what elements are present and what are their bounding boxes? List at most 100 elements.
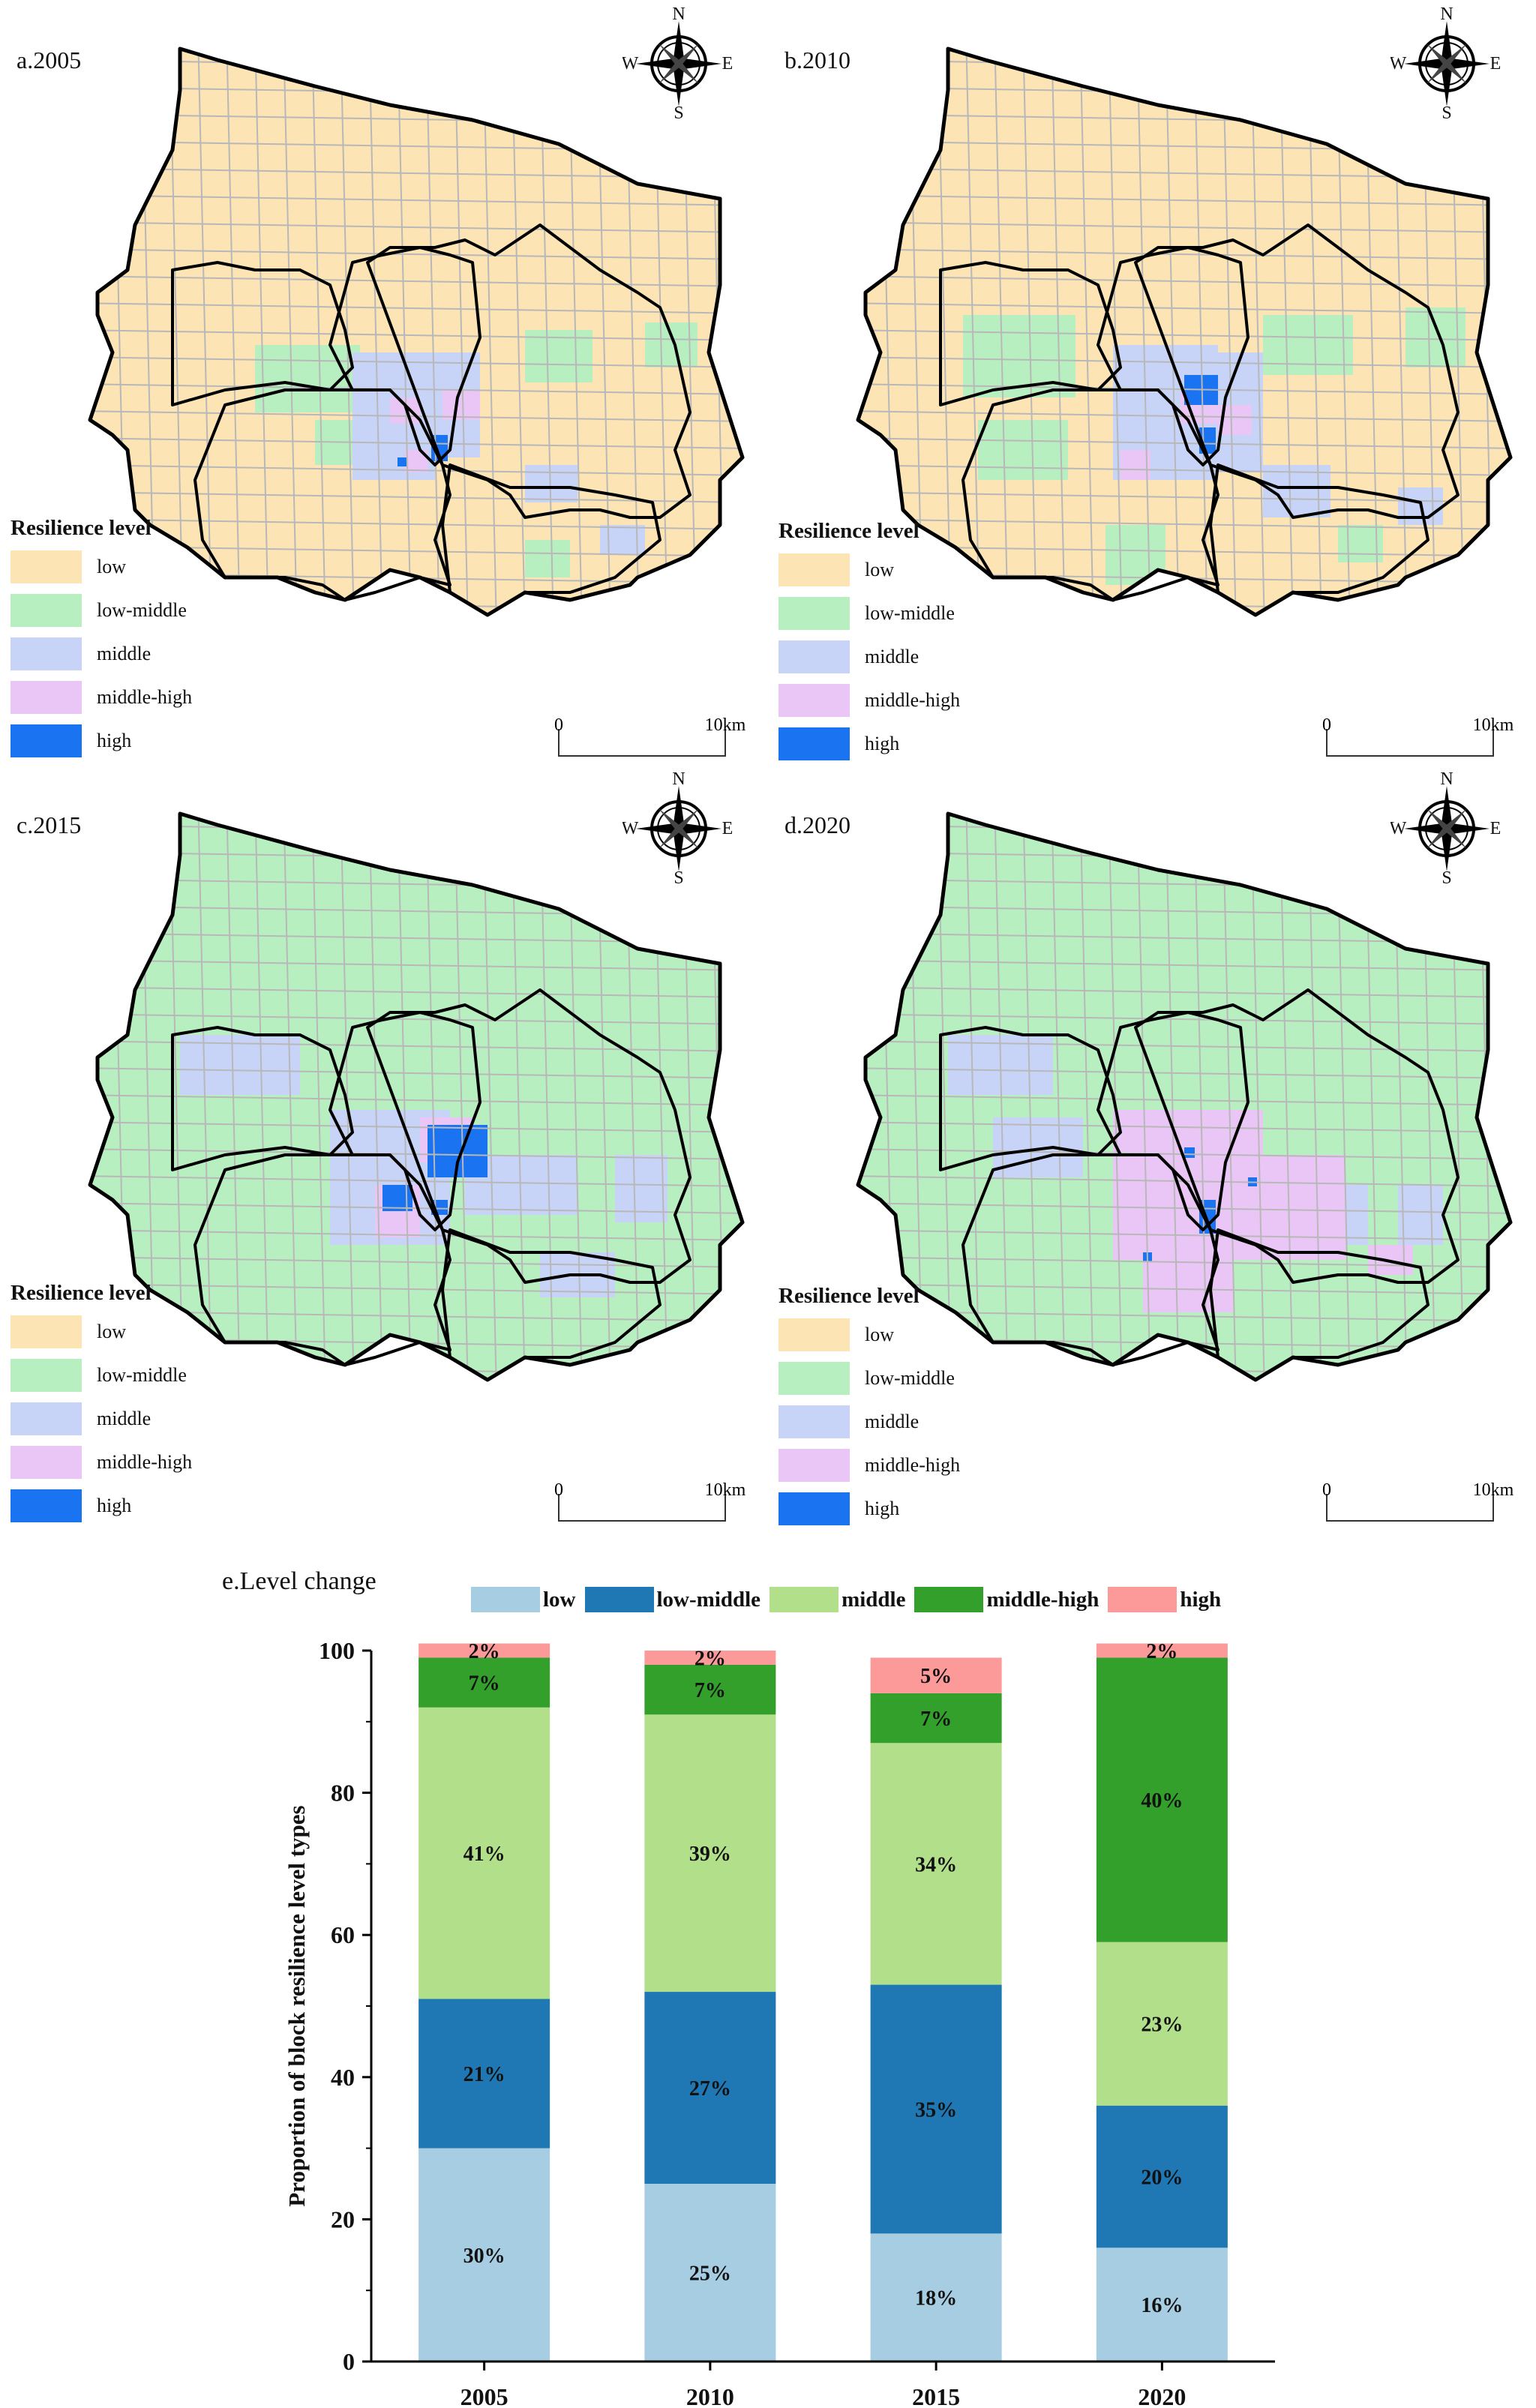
zone-low-middle [1106,525,1166,585]
compass-label: E [722,54,734,73]
data-label: 21% [464,2063,506,2086]
compass-label: N [1440,772,1453,789]
legend-swatch [778,684,850,717]
compass-label: E [1490,54,1502,73]
city-boundary [88,46,745,617]
legend-label: middle [97,643,152,664]
chart-legend-item: low [471,1587,580,1612]
data-label: 41% [464,1843,506,1866]
bar-segment [1096,2105,1228,2248]
legend-label: high [97,730,132,751]
legend-label: middle [865,646,920,667]
bar-segment [644,1664,776,1715]
chart-legend-swatch [471,1587,540,1612]
data-label: 18% [915,2287,957,2311]
chart-legend-item: middle [770,1587,910,1612]
y-tick-label: 40 [331,2064,355,2091]
chart-legend-swatch [1108,1587,1178,1612]
zone-low-middle [525,330,592,382]
legend-item: middle-high [10,1441,192,1484]
bar-segment [1096,1643,1228,1658]
legend-label: middle [865,1411,920,1432]
legend-title: Resilience level [778,519,920,543]
chart-title: e.Level change [222,1567,376,1595]
scale-start: 0 [1322,1480,1331,1500]
data-label: 23% [1141,2014,1183,2037]
district-boundary [939,1026,1122,1171]
data-label: 2% [694,1647,726,1670]
legend-label: middle-high [865,689,961,711]
chart-legend-item: middle-high [914,1587,1103,1612]
north-arrow-icon: N S E W [1390,772,1501,885]
district-boundary [962,388,1220,601]
district-boundary [366,988,692,1284]
zone-low-middle [1406,1072,1480,1162]
legend-swatch [10,1315,82,1348]
legend-label: low-middle [865,1367,955,1389]
data-label: 16% [1141,2294,1183,2317]
data-label: 35% [915,2098,957,2122]
zone-middle-high [1120,450,1150,480]
legend-swatch [778,727,850,760]
compass-label: S [1442,103,1451,120]
data-label: 5% [920,1665,952,1688]
map-panel: d.2020 N S E W Resilience level low low-middle m… [768,765,1536,1530]
data-label: 7% [694,1679,726,1702]
x-tick-label: 2010 [686,2383,734,2408]
data-label: 34% [915,1853,957,1876]
scale-end: 10km [705,1480,746,1500]
legend-item: low [10,1310,192,1354]
compass-label: E [722,819,734,838]
compass-label: W [1390,819,1407,838]
legend-label: middle-high [865,1454,961,1476]
chart-legend-label: low [543,1587,576,1612]
y-axis-title: Proportion of block resilience level typ… [284,1805,310,2206]
zone-middle [1398,1185,1443,1245]
y-tick-label: 80 [331,1780,355,1807]
bar-segment [418,1643,550,1658]
legend-item: high [10,719,192,763]
map-title: b.2010 [784,46,850,73]
legend-item: high [778,1487,960,1531]
zone-low-middle [255,345,360,412]
map-legend: Resilience level low low-middle middle middl… [10,1281,192,1528]
resilience-map [856,811,1513,1382]
compass-label: W [1390,54,1407,73]
zone-middle [525,465,578,502]
map-panel: b.2010 N S E W Resilience level low low-middle m… [768,0,1536,765]
bar-segment [418,1657,550,1708]
chart-legend-item: high [1108,1587,1226,1612]
compass-label: N [1440,7,1453,24]
legend-label: high [97,1495,132,1516]
legend-label: high [865,1498,900,1519]
north-arrow-icon: N S E W [622,772,734,885]
compass-label: W [622,54,639,73]
bar-segment [644,1651,776,1665]
city-boundary [856,811,1513,1382]
legend-label: middle [97,1408,152,1429]
scale-bar: 0 10km [1322,715,1514,757]
data-label: 7% [469,1672,500,1696]
district-boundary [939,261,1122,406]
legend-swatch [10,681,82,714]
legend-swatch [778,1405,850,1438]
legend-title: Resilience level [10,1281,152,1305]
scale-start: 0 [554,1480,563,1500]
bar-segment [870,1743,1002,1985]
legend-swatch [778,1492,850,1525]
legend-swatch [10,1359,82,1392]
data-label: 2% [1146,1640,1178,1663]
zone-high [398,457,406,466]
data-label: 25% [689,2263,731,2286]
resilience-map [856,46,1513,617]
scale-end: 10km [1473,715,1514,735]
compass-label: S [1442,868,1451,885]
district-boundary [171,1026,354,1171]
map-panel: c.2015 N S E W Resilience level low low-middle m… [0,765,768,1530]
scale-start: 0 [554,715,563,735]
map-title: c.2015 [16,811,82,838]
scale-bar: 0 10km [554,715,746,757]
chart-legend: low low-middle middle middle-high high [471,1587,1230,1612]
legend-item: low [778,1313,960,1357]
district-boundary [171,261,354,406]
